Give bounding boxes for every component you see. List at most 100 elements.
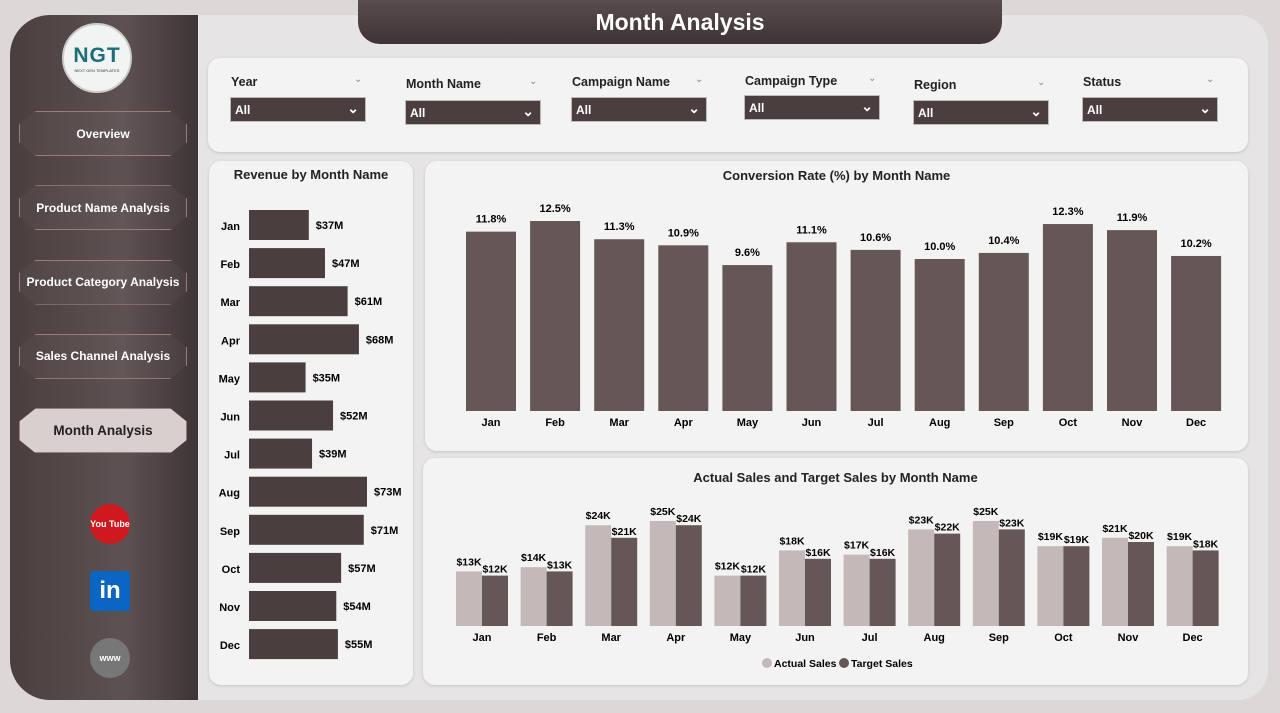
category-label: Jun (802, 417, 822, 429)
category-label: Apr (674, 417, 694, 429)
legend-label[interactable]: Actual Sales (774, 658, 837, 670)
filter-label: Campaign Type (745, 74, 838, 88)
conversion-bar[interactable] (722, 265, 773, 411)
conversion-bar[interactable] (786, 242, 837, 411)
revenue-bar[interactable] (249, 552, 342, 583)
page-title: Month Analysis (358, 0, 1002, 44)
actual-sales-bar[interactable] (843, 554, 870, 626)
nav-month-analysis[interactable]: Month Analysis (19, 408, 187, 454)
target-sales-bar[interactable] (1128, 542, 1154, 626)
target-sales-bar[interactable] (546, 571, 573, 626)
chevron-down-icon[interactable]: ⌄ (695, 74, 704, 85)
category-label: Dec (1183, 632, 1203, 644)
nav-overview[interactable]: Overview (19, 111, 187, 156)
revenue-bar[interactable] (249, 248, 325, 279)
actual-sales-bar[interactable] (1037, 546, 1064, 626)
filter-label: Status (1083, 75, 1122, 89)
conversion-bar[interactable] (594, 239, 645, 411)
actual-sales-bar[interactable] (908, 529, 935, 626)
chevron-down-icon[interactable]: ⌄ (529, 76, 538, 87)
actual-sales-bar[interactable] (1166, 546, 1193, 626)
chevron-down-icon: ⌄ (688, 100, 700, 116)
chevron-down-icon: ⌄ (522, 103, 534, 119)
chevron-down-icon[interactable]: ⌄ (868, 73, 877, 84)
conversion-bar[interactable] (978, 252, 1029, 411)
data-label: $35M (313, 372, 341, 384)
target-sales-bar[interactable] (740, 575, 767, 626)
chevron-down-icon: ⌄ (861, 98, 873, 114)
actual-sales-bar[interactable] (972, 521, 999, 626)
actual-sales-bar[interactable] (585, 525, 612, 626)
category-label: Jan (482, 417, 501, 429)
conversion-bar[interactable] (530, 221, 581, 411)
actual-sales-bar[interactable] (649, 521, 676, 626)
data-label: $12K (715, 561, 741, 573)
filter-dropdown[interactable]: All ⌄ (1082, 97, 1218, 122)
revenue-bar[interactable] (249, 438, 313, 469)
target-sales-bar[interactable] (1192, 550, 1219, 626)
actual-sales-bar[interactable] (520, 567, 547, 626)
data-label: $18K (1193, 538, 1219, 550)
legend-marker (839, 658, 849, 668)
nav-sales-channel-analysis[interactable]: Sales Channel Analysis (19, 333, 187, 379)
revenue-bar[interactable] (249, 286, 348, 317)
nav-product-category-analysis[interactable]: Product Category Analysis (19, 259, 187, 305)
actual-sales-bar[interactable] (779, 550, 805, 626)
globe-icon[interactable]: www (90, 638, 130, 678)
data-label: 10.0% (924, 241, 955, 253)
conversion-bar[interactable] (1107, 230, 1157, 411)
data-label: $61M (355, 296, 383, 308)
conversion-bar[interactable] (914, 259, 965, 411)
target-sales-bar[interactable] (998, 529, 1025, 626)
chart-title: Revenue by Month Name (233, 167, 389, 182)
youtube-icon[interactable]: You Tube (90, 504, 130, 544)
filter-panel: Year ⌄ All ⌄ Month Name ⌄ All ⌄ Campaign Name ⌄ Al… (208, 58, 1248, 152)
filter-dropdown[interactable]: All ⌄ (913, 100, 1049, 125)
revenue-bar[interactable] (249, 324, 359, 355)
target-sales-bar[interactable] (805, 558, 831, 626)
target-sales-bar[interactable] (675, 525, 702, 626)
chevron-down-icon[interactable]: ⌄ (354, 74, 363, 85)
linkedin-icon[interactable]: in (90, 571, 130, 611)
actual-sales-bar[interactable] (714, 575, 741, 626)
data-label: 11.8% (476, 214, 507, 226)
conversion-bar[interactable] (1171, 255, 1222, 411)
conversion-bar[interactable] (850, 249, 901, 411)
filter-label: Month Name (406, 77, 481, 91)
revenue-bar[interactable] (249, 362, 306, 393)
target-sales-bar[interactable] (1063, 546, 1090, 626)
category-label: Feb (220, 259, 240, 271)
revenue-bar[interactable] (249, 629, 338, 660)
data-label: $16K (805, 547, 831, 559)
target-sales-bar[interactable] (869, 558, 896, 626)
actual-sales-bar[interactable] (456, 571, 482, 626)
data-label: $19K (1038, 531, 1064, 543)
data-label: $52M (340, 411, 368, 423)
revenue-bar[interactable] (249, 591, 337, 621)
legend-label[interactable]: Target Sales (851, 658, 913, 670)
filter-dropdown[interactable]: All ⌄ (405, 100, 541, 125)
revenue-bar[interactable] (249, 400, 334, 431)
filter-value: All (576, 103, 592, 117)
category-label: Feb (545, 417, 565, 429)
revenue-bar[interactable] (249, 210, 309, 240)
conversion-bar[interactable] (658, 245, 709, 411)
data-label: $54M (343, 601, 371, 613)
revenue-bar[interactable] (249, 476, 367, 507)
chevron-down-icon[interactable]: ⌄ (1206, 74, 1215, 85)
data-label: 10.4% (988, 235, 1019, 247)
actual-sales-bar[interactable] (1102, 537, 1128, 626)
target-sales-bar[interactable] (934, 533, 961, 626)
conversion-bar[interactable] (1042, 224, 1093, 411)
data-label: 11.3% (604, 221, 635, 233)
target-sales-bar[interactable] (482, 575, 508, 626)
filter-dropdown[interactable]: All ⌄ (744, 95, 880, 120)
revenue-bar[interactable] (249, 514, 364, 545)
data-label: $12K (741, 564, 767, 576)
target-sales-bar[interactable] (611, 537, 638, 626)
nav-product-name-analysis[interactable]: Product Name Analysis (19, 185, 187, 231)
filter-dropdown[interactable]: All ⌄ (230, 97, 366, 122)
filter-dropdown[interactable]: All ⌄ (571, 97, 707, 122)
chevron-down-icon[interactable]: ⌄ (1037, 77, 1046, 88)
conversion-bar[interactable] (466, 231, 516, 411)
